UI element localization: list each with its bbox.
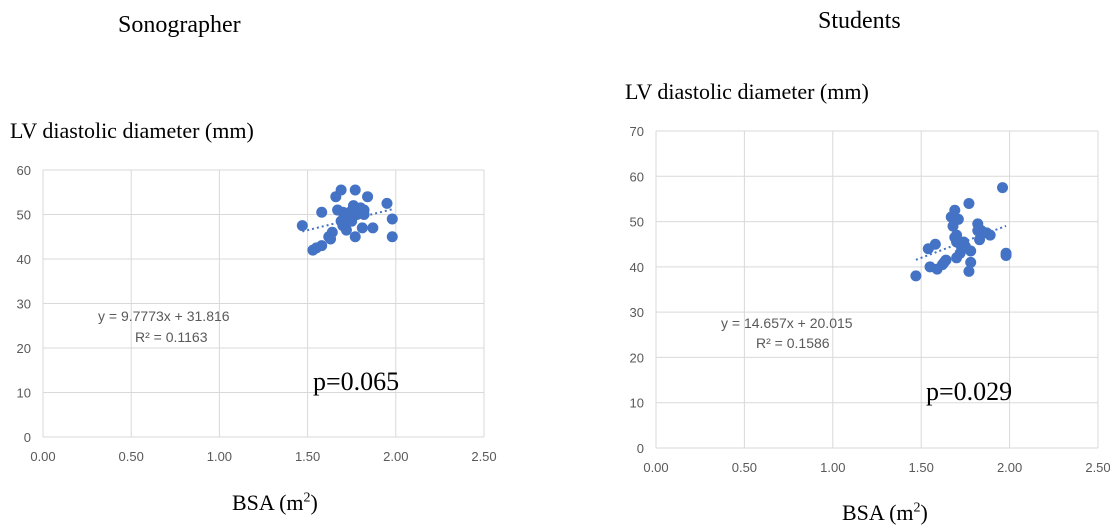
data-point xyxy=(963,197,975,209)
trendline-equation: y = 14.657x + 20.015 xyxy=(721,315,853,331)
data-point xyxy=(386,231,398,243)
x-tick-label: 2.00 xyxy=(997,460,1022,475)
data-point xyxy=(326,226,338,238)
data-point xyxy=(386,213,398,225)
p-value-label: p=0.065 xyxy=(313,367,400,396)
x-tick-label: 1.50 xyxy=(909,460,934,475)
r-squared-label: R² = 0.1163 xyxy=(135,329,208,345)
y-tick-label: 0 xyxy=(637,441,644,456)
data-point xyxy=(349,184,361,196)
data-point xyxy=(356,222,368,234)
x-axis-title: BSA (m2) xyxy=(232,490,318,516)
x-tick-label: 2.00 xyxy=(383,449,408,464)
x-axis-title-sup: 2 xyxy=(913,500,921,516)
data-point xyxy=(1000,247,1012,259)
trendline-equation: y = 9.7773x + 31.816 xyxy=(98,308,230,324)
y-tick-label: 0 xyxy=(24,430,31,445)
y-tick-label: 30 xyxy=(17,297,31,312)
x-tick-label: 0.00 xyxy=(30,449,55,464)
data-point xyxy=(367,222,379,234)
y-axis-title: LV diastolic diameter (mm) xyxy=(625,79,869,104)
y-tick-label: 40 xyxy=(630,260,644,275)
data-point xyxy=(974,234,986,246)
data-point xyxy=(316,240,328,252)
x-tick-label: 0.50 xyxy=(732,460,757,475)
y-tick-label: 10 xyxy=(630,396,644,411)
data-point xyxy=(358,209,370,220)
x-axis-title-sup: 2 xyxy=(303,490,311,506)
x-tick-label: 0.50 xyxy=(119,449,144,464)
x-tick-label: 0.00 xyxy=(643,460,668,475)
data-point xyxy=(949,204,961,216)
data-point xyxy=(965,256,977,268)
x-tick-label: 1.00 xyxy=(820,460,845,475)
x-axis-title-text: BSA (m xyxy=(232,490,304,515)
data-point xyxy=(335,184,347,196)
y-tick-label: 60 xyxy=(17,163,31,178)
data-point xyxy=(940,254,952,266)
data-point xyxy=(316,206,328,218)
scatter-chart-sonographer: 0 10 20 30 40 50 60 0.00 0.50 1.00 1.50 2.00 2.50 xyxy=(17,163,497,464)
data-point xyxy=(952,213,964,225)
y-tick-label: 60 xyxy=(630,169,644,184)
y-axis-title: LV diastolic diameter (mm) xyxy=(10,118,254,143)
y-tick-label: 20 xyxy=(630,350,644,365)
r-squared-label: R² = 0.1586 xyxy=(756,335,830,351)
y-tick-label: 40 xyxy=(17,252,31,267)
x-tick-label: 1.00 xyxy=(207,449,232,464)
data-point xyxy=(362,191,374,203)
y-tick-label: 20 xyxy=(17,341,31,356)
y-tick-label: 50 xyxy=(630,215,644,230)
x-tick-label: 2.50 xyxy=(1085,460,1110,475)
data-point xyxy=(997,182,1009,194)
data-point xyxy=(984,229,996,241)
y-tick-label: 30 xyxy=(630,305,644,320)
scatter-chart-students: 0 10 20 30 40 50 60 70 0.00 0.50 1.00 1.50 2.00 2.50 xyxy=(630,124,1110,475)
y-tick-label: 50 xyxy=(17,208,31,223)
data-point xyxy=(381,197,393,209)
x-tick-label: 1.50 xyxy=(295,449,320,464)
y-tick-label: 10 xyxy=(17,386,31,401)
panel-title: Sonographer xyxy=(118,12,241,38)
p-value-label: p=0.029 xyxy=(926,377,1013,406)
x-axis-title: BSA (m2) xyxy=(842,500,928,526)
data-point xyxy=(296,220,308,232)
x-axis-title-close: ) xyxy=(310,490,318,515)
data-point xyxy=(963,265,975,277)
data-point xyxy=(910,270,922,282)
x-axis-title-text: BSA (m xyxy=(842,500,914,525)
data-point xyxy=(349,231,361,243)
y-tick-label: 70 xyxy=(630,124,644,139)
data-point xyxy=(965,245,977,257)
panel-title: Students xyxy=(818,8,901,34)
x-axis-title-close: ) xyxy=(920,500,928,525)
x-tick-label: 2.50 xyxy=(471,449,496,464)
data-point xyxy=(929,238,941,250)
